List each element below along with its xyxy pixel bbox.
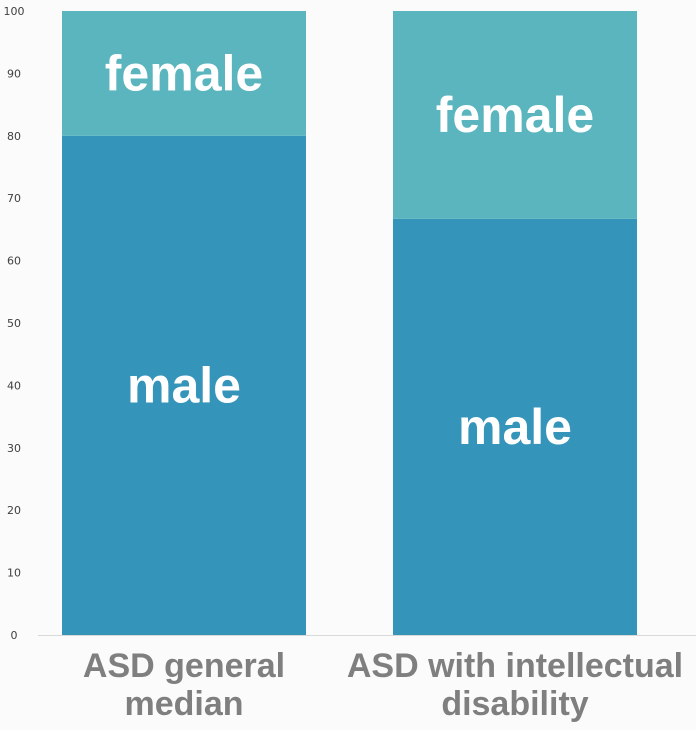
y-tick-label: 10 bbox=[7, 567, 21, 580]
y-tick-label: 30 bbox=[7, 442, 21, 455]
bar-segment-male bbox=[62, 135, 306, 636]
category-label: disability bbox=[441, 685, 588, 723]
category-label: ASD with intellectual bbox=[347, 647, 683, 685]
category-label: ASD general bbox=[83, 647, 285, 685]
y-tick-label: 80 bbox=[7, 130, 21, 143]
y-tick-label: 70 bbox=[7, 192, 21, 205]
bar-segment-female bbox=[62, 11, 306, 136]
segment-label-male: male bbox=[127, 357, 241, 413]
bar-segment-male bbox=[393, 218, 637, 636]
bars bbox=[62, 11, 637, 636]
y-tick-label: 60 bbox=[7, 255, 21, 268]
segment-labels: male female male female bbox=[105, 45, 594, 454]
y-tick-label: 20 bbox=[7, 504, 21, 517]
segment-label-female: female bbox=[436, 87, 594, 143]
y-tick-label: 100 bbox=[4, 5, 25, 18]
y-axis: 0 10 20 30 40 50 60 70 80 90 100 bbox=[4, 5, 696, 642]
segment-label-female: female bbox=[105, 45, 263, 101]
y-tick-label: 40 bbox=[7, 379, 21, 392]
y-tick-label: 0 bbox=[11, 629, 18, 642]
y-tick-label: 50 bbox=[7, 317, 21, 330]
bar-segment-female bbox=[393, 11, 637, 219]
y-tick-label: 90 bbox=[7, 67, 21, 80]
segment-label-male: male bbox=[458, 399, 572, 455]
category-label: median bbox=[124, 685, 243, 723]
